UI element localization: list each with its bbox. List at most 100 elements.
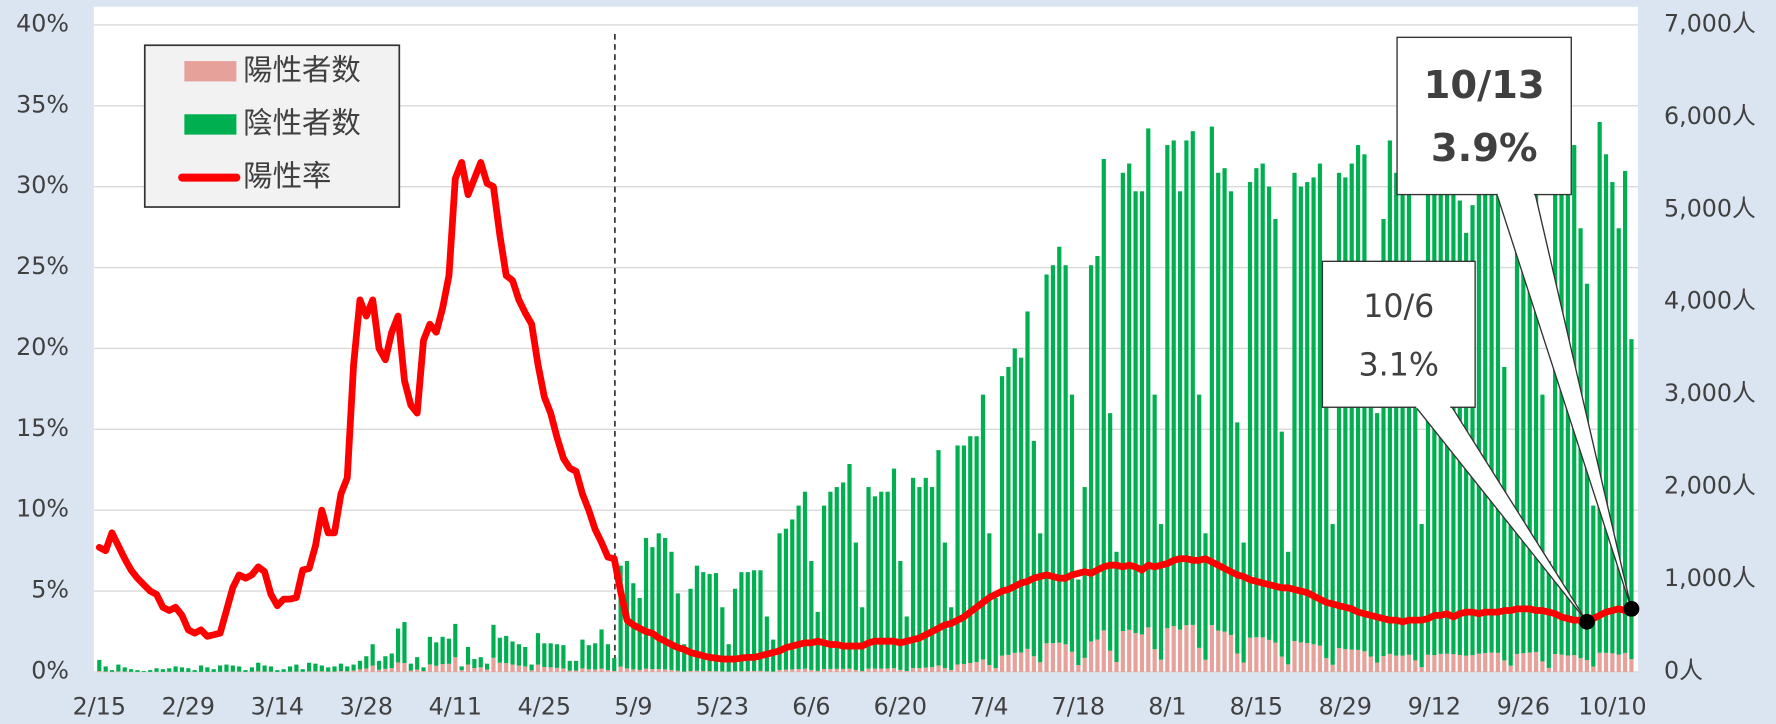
bar <box>1591 505 1596 667</box>
x-tick-label: 5/23 <box>696 693 749 721</box>
bar <box>669 551 674 670</box>
bar <box>904 670 909 672</box>
bar <box>523 647 528 667</box>
bar <box>1222 631 1227 672</box>
bar <box>383 656 388 669</box>
bar <box>1355 649 1361 672</box>
bar <box>1286 664 1291 672</box>
bar <box>198 665 204 672</box>
bar <box>1088 641 1094 672</box>
bar <box>1286 551 1291 665</box>
bar <box>567 660 572 671</box>
bar <box>713 573 719 672</box>
bar <box>154 668 159 672</box>
bar <box>1190 624 1195 672</box>
bar <box>1095 255 1100 640</box>
bar <box>396 662 401 672</box>
bar <box>109 670 115 672</box>
bar <box>993 668 998 672</box>
bar <box>1305 182 1310 644</box>
bar <box>1171 626 1176 672</box>
bar <box>1451 654 1456 672</box>
y-tick-label: 15% <box>16 414 69 442</box>
bar <box>942 668 947 672</box>
bar <box>1375 662 1380 672</box>
bar <box>1006 654 1011 672</box>
bar <box>1273 642 1278 672</box>
bar <box>675 593 680 671</box>
bar <box>637 598 642 670</box>
bar <box>389 653 394 669</box>
bar <box>268 666 274 672</box>
bar <box>1368 265 1373 657</box>
bar <box>491 657 496 672</box>
bar <box>440 664 445 672</box>
bar <box>1076 665 1081 672</box>
bar <box>294 664 299 672</box>
y-tick-label: 10% <box>16 495 69 523</box>
x-tick-label: 4/11 <box>429 693 482 721</box>
bar <box>141 671 146 672</box>
bar <box>974 662 979 672</box>
bar <box>707 671 712 672</box>
bar <box>237 666 242 672</box>
bar <box>1177 629 1183 672</box>
y2-tick-label: 3,000人 <box>1664 379 1756 407</box>
bar <box>1241 662 1246 672</box>
bar <box>574 660 579 671</box>
bar <box>1629 339 1634 660</box>
bar <box>1470 205 1475 656</box>
bar <box>624 668 630 672</box>
legend-swatch <box>184 114 237 135</box>
bar <box>936 450 941 666</box>
bar <box>472 667 477 672</box>
bar <box>1400 163 1405 656</box>
bar <box>885 668 890 672</box>
bar <box>224 664 229 672</box>
bar <box>643 537 649 669</box>
bar <box>580 668 585 672</box>
bar <box>440 636 445 665</box>
y-tick-label: 25% <box>16 252 69 280</box>
bar <box>783 669 789 672</box>
bar <box>847 668 852 672</box>
bar <box>1368 656 1373 672</box>
callout-date: 10/13 <box>1424 63 1545 108</box>
bar <box>1273 219 1278 643</box>
bar <box>1108 650 1113 672</box>
bar <box>1101 630 1106 672</box>
bar <box>453 623 458 658</box>
bar <box>930 487 935 668</box>
bar <box>758 570 763 671</box>
bar <box>1336 648 1342 672</box>
bar <box>408 670 413 672</box>
bar <box>682 644 687 672</box>
bar <box>1527 172 1532 653</box>
bar <box>1050 265 1056 644</box>
bar <box>1514 653 1520 672</box>
bar <box>987 665 992 672</box>
x-tick-label: 7/4 <box>970 693 1008 721</box>
x-tick-label: 2/15 <box>73 693 126 721</box>
bar <box>1425 654 1431 672</box>
bar <box>999 655 1005 672</box>
y-tick-label: 0% <box>31 656 69 684</box>
bar <box>612 658 617 671</box>
bar <box>1197 394 1202 648</box>
bar <box>860 607 865 671</box>
bar <box>891 668 897 672</box>
bar <box>1203 533 1208 660</box>
bar <box>796 669 801 672</box>
callout-box <box>1396 36 1572 196</box>
bar <box>357 660 363 670</box>
bar <box>961 445 967 665</box>
bar <box>701 670 706 672</box>
y2-tick-label: 1,000人 <box>1664 564 1756 592</box>
bar <box>1343 649 1348 672</box>
bar <box>1146 128 1151 628</box>
bar <box>593 643 598 670</box>
bar <box>618 565 623 667</box>
bar <box>1629 659 1634 672</box>
bar <box>287 666 293 672</box>
bar <box>256 662 261 672</box>
